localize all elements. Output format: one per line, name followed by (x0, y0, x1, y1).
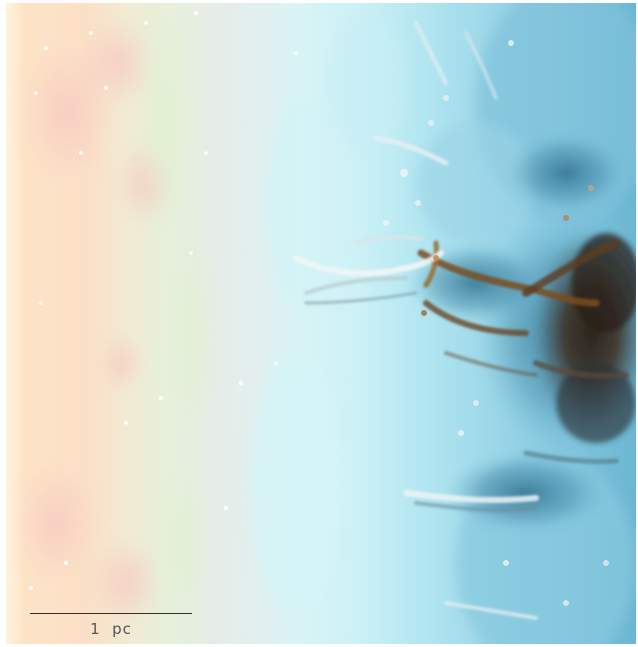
bright-tendrils (293, 21, 619, 620)
dense-gas-core (531, 228, 636, 443)
left-warm-patches (16, 18, 176, 628)
gas-density-map (6, 3, 636, 644)
clump-speckles (383, 40, 609, 606)
brown-filaments (417, 239, 629, 379)
white-dots (29, 11, 298, 590)
cyan-haze (251, 13, 406, 613)
scale-bar-line (30, 613, 192, 614)
green-bands (136, 3, 216, 633)
scale-bar-label: 1 pc (90, 620, 132, 638)
